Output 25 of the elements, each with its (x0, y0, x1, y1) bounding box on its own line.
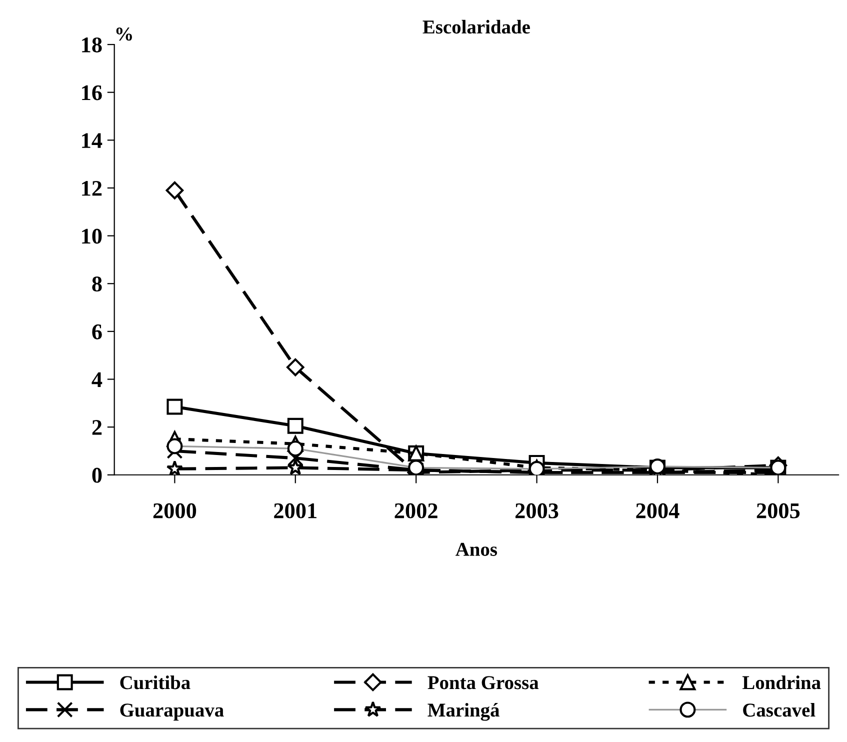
y-tick-label: 8 (92, 276, 102, 292)
legend-label: Ponta Grossa (428, 676, 539, 690)
y-tick-label: 16 (82, 85, 102, 100)
chart-title: Escolaridade (422, 20, 530, 34)
legend-label: Londrina (742, 676, 821, 690)
legend-label: Maringá (428, 702, 500, 721)
x-tick-label: 2003 (516, 503, 558, 518)
y-tick-label: 10 (82, 228, 102, 244)
y-axis-title: % (116, 27, 132, 41)
y-tick-label: 6 (92, 324, 102, 340)
y-tick-label: 0 (92, 468, 102, 483)
legend-label: Curitiba (120, 676, 190, 690)
legend-label: Cascavel (743, 703, 816, 717)
x-tick-label: 2004 (636, 503, 680, 518)
x-axis-title: Anos (456, 542, 498, 556)
x-tick-label: 2001 (274, 503, 316, 518)
x-tick-label: 2002 (394, 503, 438, 518)
y-tick-label: 12 (82, 180, 102, 196)
y-tick-label: 2 (92, 420, 102, 435)
y-tick-label: 14 (82, 133, 102, 148)
y-tick-label: 4 (92, 372, 102, 387)
x-tick-label: 2000 (153, 503, 196, 518)
legend-label: Guarapuava (120, 704, 224, 721)
y-tick-label: 18 (82, 37, 102, 52)
x-tick-label: 2005 (756, 503, 800, 518)
